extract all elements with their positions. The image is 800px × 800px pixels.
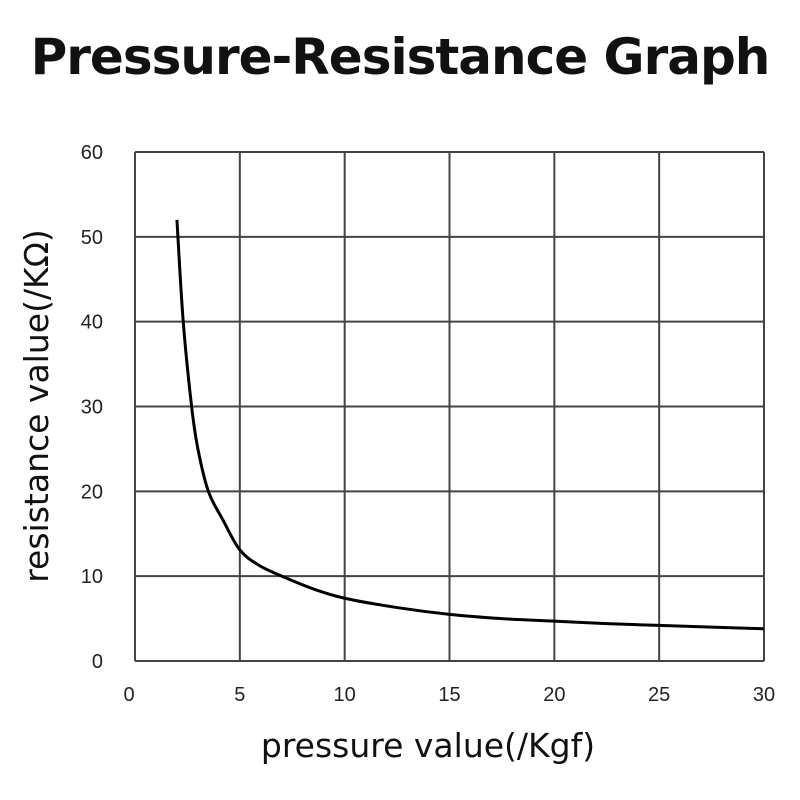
y-tick-label: 60 (81, 142, 103, 164)
x-tick-label: 15 (438, 684, 460, 706)
y-tick-label: 30 (81, 397, 103, 419)
x-tick-label: 30 (753, 684, 775, 706)
y-tick-label: 20 (81, 481, 103, 503)
x-tick-label: 0 (123, 684, 134, 706)
y-tick-label: 0 (92, 651, 103, 673)
x-axis-label: pressure value(/Kgf) (261, 726, 595, 765)
series-line (175, 219, 765, 631)
x-tick-label: 25 (648, 684, 670, 706)
chart-title: Pressure-Resistance Graph (30, 28, 771, 86)
x-tick-label: 10 (334, 684, 356, 706)
y-tick-label: 40 (81, 312, 103, 334)
y-tick-label: 50 (81, 227, 103, 249)
x-tick-label: 20 (543, 684, 565, 706)
y-axis-label: resistance value(/KΩ) (17, 229, 56, 583)
y-tick-label: 10 (81, 566, 103, 588)
x-tick-label: 5 (234, 684, 245, 706)
